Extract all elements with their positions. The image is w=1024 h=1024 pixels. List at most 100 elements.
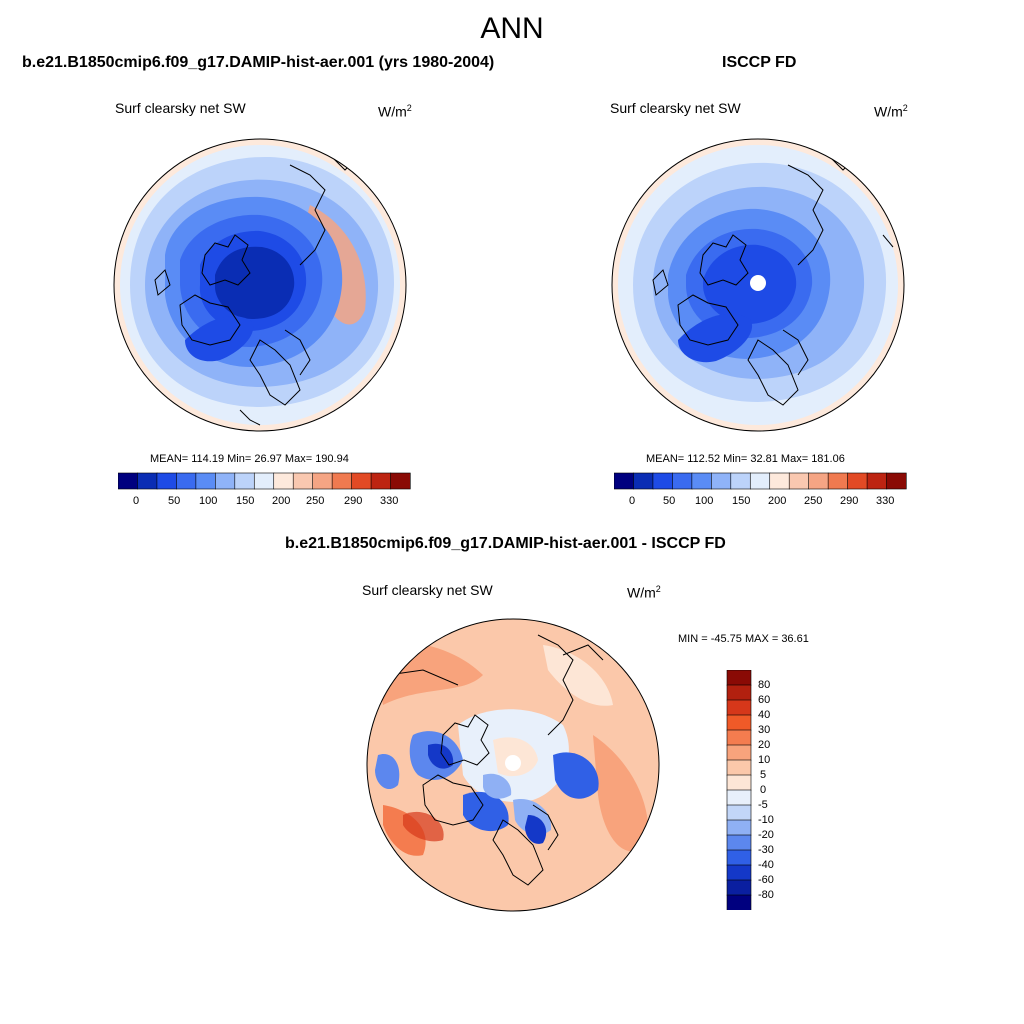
obs-variable-label: Surf clearsky net SW [610,100,741,116]
obs-units: W/m2 [874,103,908,120]
colorbar-swatch [370,472,392,490]
colorbar-swatch [726,864,752,881]
map-fill [214,246,295,319]
obs-colorbar [614,472,907,490]
diff-colorbar-tick: 5 [760,769,767,781]
colorbar-swatch [726,789,752,806]
diff-colorbar-tick: 80 [758,679,771,691]
colorbar-swatch [234,472,255,490]
obs-colorbar-tick: 150 [732,495,751,507]
colorbar-swatch [886,472,907,490]
colorbar-swatch [691,472,712,490]
colorbar-swatch [137,472,158,490]
map-fill [185,316,254,362]
obs-panel-title: ISCCP FD [722,54,797,71]
diff-polar-map [366,618,660,912]
colorbar-swatch [711,472,732,490]
model-panel-title: b.e21.B1850cmip6.f09_g17.DAMIP-hist-aer.… [22,54,495,71]
model-colorbar-tick: 200 [272,495,291,507]
diff-panel-title: b.e21.B1850cmip6.f09_g17.DAMIP-hist-aer.… [285,535,726,552]
obs-colorbar-tick: 100 [695,495,714,507]
obs-colorbar-tick: 50 [663,495,676,507]
colorbar-swatch [827,472,849,490]
diff-colorbar [726,670,752,910]
obs-stats: MEAN= 112.52 Min= 32.81 Max= 181.06 [646,453,845,465]
colorbar-swatch [273,472,294,490]
colorbar-swatch [847,472,868,490]
colorbar-swatch [726,744,752,761]
colorbar-swatch [633,472,654,490]
obs-polar-map [611,138,905,432]
colorbar-swatch [726,834,752,851]
diff-variable-label: Surf clearsky net SW [362,582,493,598]
colorbar-swatch [866,472,888,490]
colorbar-swatch [726,894,752,910]
colorbar-swatch [156,472,178,490]
diff-colorbar-tick: -10 [758,814,774,826]
map-fill [703,244,797,324]
diff-colorbar-tick: -5 [758,799,768,811]
colorbar-swatch [176,472,197,490]
colorbar-swatch [672,472,693,490]
model-colorbar-tick: 330 [380,495,399,507]
colorbar-swatch [726,699,752,716]
map-fill [593,735,649,852]
colorbar-swatch [253,472,275,490]
missing-data-cap [505,755,521,771]
diff-colorbar-tick: 30 [758,724,771,736]
obs-colorbar-tick: 200 [768,495,787,507]
figure-title: ANN [480,12,544,45]
diff-colorbar-tick: 60 [758,694,771,706]
diff-stats: MIN = -45.75 MAX = 36.61 [678,633,809,645]
colorbar-swatch [726,714,752,731]
model-colorbar-tick: 290 [344,495,363,507]
model-colorbar-swatches [118,472,411,490]
map-fill [525,815,547,844]
colorbar-swatch [652,472,674,490]
diff-colorbar-tick: 10 [758,754,771,766]
colorbar-swatch [331,472,353,490]
coastlines [387,634,604,886]
map-fill [375,754,400,790]
diff-colorbar-tick: -80 [758,889,774,901]
colorbar-swatch [215,472,236,490]
model-stats: MEAN= 114.19 Min= 26.97 Max= 190.94 [150,453,349,465]
obs-colorbar-tick: 330 [876,495,895,507]
colorbar-swatch [726,684,752,701]
obs-colorbar-swatches [614,472,907,490]
diff-colorbar-tick: -30 [758,844,774,856]
map-fill [543,645,613,706]
colorbar-swatch [808,472,829,490]
diff-colorbar-tick: -40 [758,859,774,871]
model-colorbar-tick: 150 [236,495,255,507]
colorbar-swatch [788,472,810,490]
map-fill [483,773,512,799]
colorbar-swatch [195,472,216,490]
colorbar-swatch [726,849,752,866]
model-colorbar-tick: 250 [306,495,325,507]
colorbar-swatch [749,472,771,490]
map-fill [383,805,426,856]
model-polar-map [113,138,407,432]
map-fill [463,791,509,832]
colorbar-swatch [726,759,752,776]
diff-colorbar-tick: -60 [758,874,774,886]
model-colorbar-tick: 0 [133,495,140,507]
model-units: W/m2 [378,103,412,120]
diff-units: W/m2 [627,584,661,601]
colorbar-swatch [292,472,314,490]
diff-colorbar-tick: 0 [760,784,767,796]
model-variable-label: Surf clearsky net SW [115,100,246,116]
colorbar-swatch [726,804,752,821]
map-fill [678,313,753,363]
colorbar-swatch [351,472,372,490]
obs-colorbar-tick: 250 [804,495,823,507]
missing-data-cap [750,275,766,291]
diff-colorbar-tick: 40 [758,709,771,721]
colorbar-swatch [726,819,752,836]
model-colorbar [118,472,411,490]
colorbar-swatch [614,472,635,490]
colorbar-swatch [769,472,790,490]
colorbar-swatch [726,879,752,896]
obs-colorbar-tick: 290 [840,495,859,507]
